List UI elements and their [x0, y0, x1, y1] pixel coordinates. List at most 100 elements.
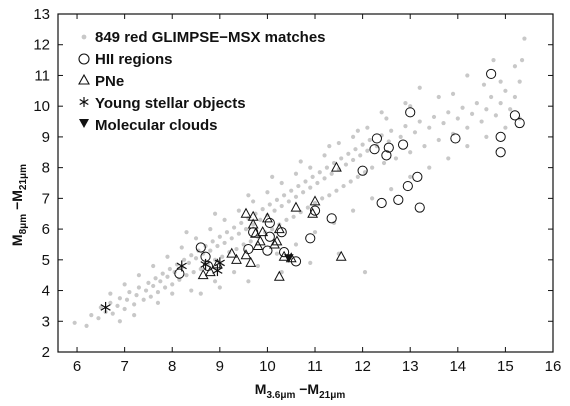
- background-point: [208, 248, 213, 253]
- background-point: [124, 297, 130, 302]
- background-point: [384, 116, 389, 121]
- background-point: [393, 156, 399, 161]
- background-point: [222, 217, 227, 222]
- background-point: [519, 57, 525, 63]
- background-point: [517, 79, 522, 84]
- background-point: [408, 174, 413, 179]
- background-point: [512, 64, 518, 69]
- background-point: [143, 288, 149, 293]
- background-point: [489, 94, 494, 100]
- pne-point: [269, 238, 281, 249]
- hii-region-point: [309, 205, 321, 216]
- hii-region-point: [376, 197, 387, 209]
- young-stellar-object-point: [200, 258, 211, 270]
- background-point: [303, 179, 308, 184]
- background-point: [465, 73, 470, 78]
- background-point: [446, 156, 451, 161]
- background-point: [141, 297, 146, 302]
- background-point: [224, 230, 230, 235]
- background-point: [251, 222, 256, 227]
- background-point: [284, 217, 289, 222]
- hii-region-point: [381, 150, 392, 161]
- pne-point: [257, 226, 269, 237]
- background-point: [508, 107, 513, 112]
- asterisk-icon: [79, 97, 89, 107]
- background-point: [148, 294, 153, 299]
- background-point: [232, 270, 237, 275]
- hii-region-point: [402, 180, 413, 192]
- background-point: [431, 114, 437, 120]
- background-point: [291, 214, 296, 219]
- hii-region-point: [414, 202, 425, 213]
- open-circle-icon: [78, 53, 90, 65]
- background-point: [320, 196, 325, 201]
- background-point: [189, 253, 194, 258]
- y-tick-label: 2: [42, 344, 50, 361]
- legend-item-molecular-clouds: Molecular clouds: [79, 117, 218, 134]
- y-axis-label: M8μm −M21μm: [9, 164, 29, 246]
- marker-points-layer: [100, 68, 525, 313]
- y-tick-label: 12: [33, 37, 50, 54]
- x-tick-label: 13: [402, 358, 419, 375]
- axes: [57, 13, 554, 353]
- background-point: [193, 256, 199, 261]
- hii-region-point: [371, 133, 382, 144]
- background-point: [346, 151, 351, 156]
- background-point: [158, 279, 163, 284]
- background-point: [208, 226, 213, 232]
- tick-labels: 6 7 8 9 10 11 12 13 14 15 16 2 3 4 5 6 7 8 9 10 11 12 13: [33, 6, 561, 375]
- background-point: [274, 197, 280, 202]
- background-point: [365, 148, 370, 153]
- background-point: [274, 251, 280, 256]
- background-point: [267, 202, 272, 207]
- background-point: [305, 205, 310, 210]
- background-point: [98, 305, 103, 310]
- background-point: [334, 188, 339, 193]
- background-point: [189, 288, 194, 293]
- background-point: [522, 36, 527, 41]
- pne-point: [231, 253, 242, 264]
- x-tick-label: 10: [259, 358, 276, 375]
- background-point: [286, 199, 291, 204]
- background-point: [293, 171, 299, 176]
- background-point: [246, 279, 251, 284]
- molecular-cloud-point: [284, 254, 294, 263]
- background-point: [146, 280, 151, 285]
- background-point: [212, 279, 218, 284]
- legend-item-hii-regions: HII regions: [78, 51, 173, 68]
- legend: 849 red GLIMPSE−MSX matches HII regions …: [78, 29, 326, 134]
- background-point: [293, 194, 299, 199]
- open-triangle-icon: [78, 73, 90, 85]
- background-point: [177, 277, 182, 282]
- background-point: [115, 303, 120, 309]
- background-point: [127, 289, 132, 295]
- background-point: [362, 270, 368, 275]
- background-point: [270, 226, 275, 232]
- background-point: [239, 220, 244, 226]
- x-tick-label: 16: [545, 358, 562, 375]
- pne-point: [197, 269, 209, 280]
- background-point: [460, 105, 465, 110]
- background-point: [165, 254, 170, 259]
- background-point: [122, 306, 127, 312]
- background-point: [389, 128, 394, 133]
- background-point: [279, 203, 284, 209]
- background-point: [465, 144, 470, 149]
- legend-label: Young stellar objects: [95, 95, 246, 112]
- hii-region-point: [305, 233, 316, 244]
- legend-label: HII regions: [95, 51, 173, 68]
- background-point: [234, 246, 239, 252]
- pne-point: [247, 218, 259, 229]
- background-point: [358, 153, 363, 158]
- background-point: [317, 170, 322, 175]
- y-tick-label: 9: [42, 129, 50, 146]
- background-point: [367, 137, 372, 143]
- young-stellar-object-point: [176, 260, 187, 272]
- background-point: [408, 150, 413, 155]
- background-point: [362, 170, 368, 175]
- background-point: [293, 242, 299, 247]
- young-stellar-object-point: [214, 257, 225, 269]
- x-tick-label: 6: [73, 358, 81, 375]
- hii-region-point: [509, 110, 521, 121]
